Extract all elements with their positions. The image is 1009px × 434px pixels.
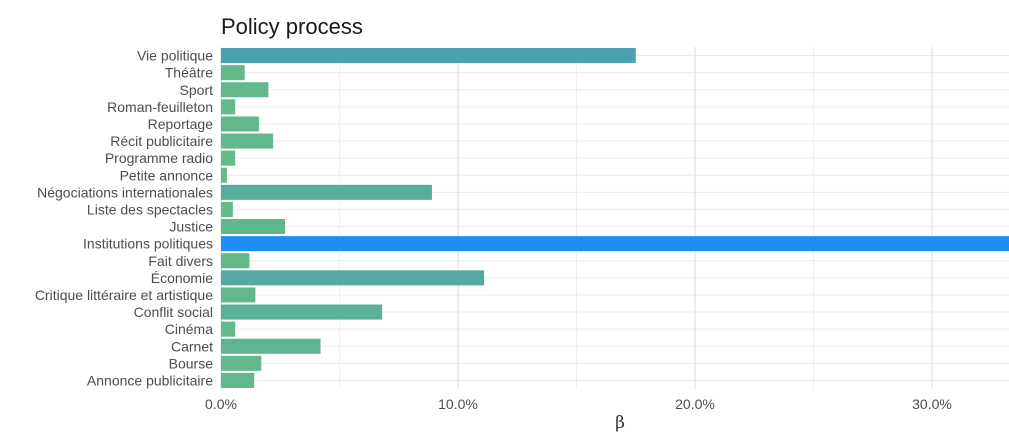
x-tick-label: 20.0% (675, 396, 715, 412)
category-label: Bourse (169, 355, 214, 371)
bar (221, 270, 485, 286)
category-labels: Vie politiqueThéâtreSportRoman-feuilleto… (35, 48, 213, 389)
bar (221, 304, 383, 320)
category-label: Économie (151, 270, 213, 286)
bar (221, 236, 1009, 252)
category-label: Négociations internationales (37, 184, 213, 200)
bar (221, 167, 227, 183)
bar (221, 150, 236, 166)
category-label: Justice (169, 219, 213, 235)
bar (221, 82, 269, 98)
category-label: Liste des spectacles (87, 201, 213, 217)
category-label: Reportage (148, 116, 214, 132)
x-axis-ticks: 0.0% 10.0% 20.0% 30.0% (205, 396, 952, 412)
bar (221, 219, 285, 235)
bar (221, 253, 250, 269)
bar (221, 184, 432, 200)
category-label: Programme radio (105, 150, 213, 166)
x-tick-label: 10.0% (438, 396, 478, 412)
bar (221, 116, 259, 132)
category-label: Petite annonce (120, 167, 214, 183)
category-label: Récit publicitaire (110, 133, 213, 149)
grid (220, 47, 1009, 389)
category-label: Théâtre (165, 65, 213, 81)
bar (221, 48, 636, 64)
bar (221, 338, 321, 354)
category-label: Institutions politiques (83, 236, 213, 252)
category-label: Roman-feuilleton (107, 99, 213, 115)
chart-title: Policy process (221, 14, 363, 39)
bar (221, 287, 256, 303)
category-label: Critique littéraire et artistique (35, 287, 213, 303)
bar (221, 355, 262, 371)
category-label: Annonce publicitaire (87, 372, 213, 388)
x-tick-label: 30.0% (912, 396, 952, 412)
bar (221, 99, 236, 115)
category-label: Carnet (171, 338, 213, 354)
category-label: Sport (180, 82, 214, 98)
bars (221, 48, 1009, 388)
category-label: Fait divers (148, 253, 213, 269)
x-tick-label: 0.0% (205, 396, 237, 412)
bar (221, 133, 274, 149)
x-axis-title: β (615, 413, 625, 433)
bar (221, 372, 255, 388)
bar (221, 65, 245, 81)
bar (221, 201, 233, 217)
bar (221, 321, 236, 337)
category-label: Cinéma (165, 321, 213, 337)
category-label: Conflit social (134, 304, 213, 320)
category-label: Vie politique (137, 48, 213, 64)
